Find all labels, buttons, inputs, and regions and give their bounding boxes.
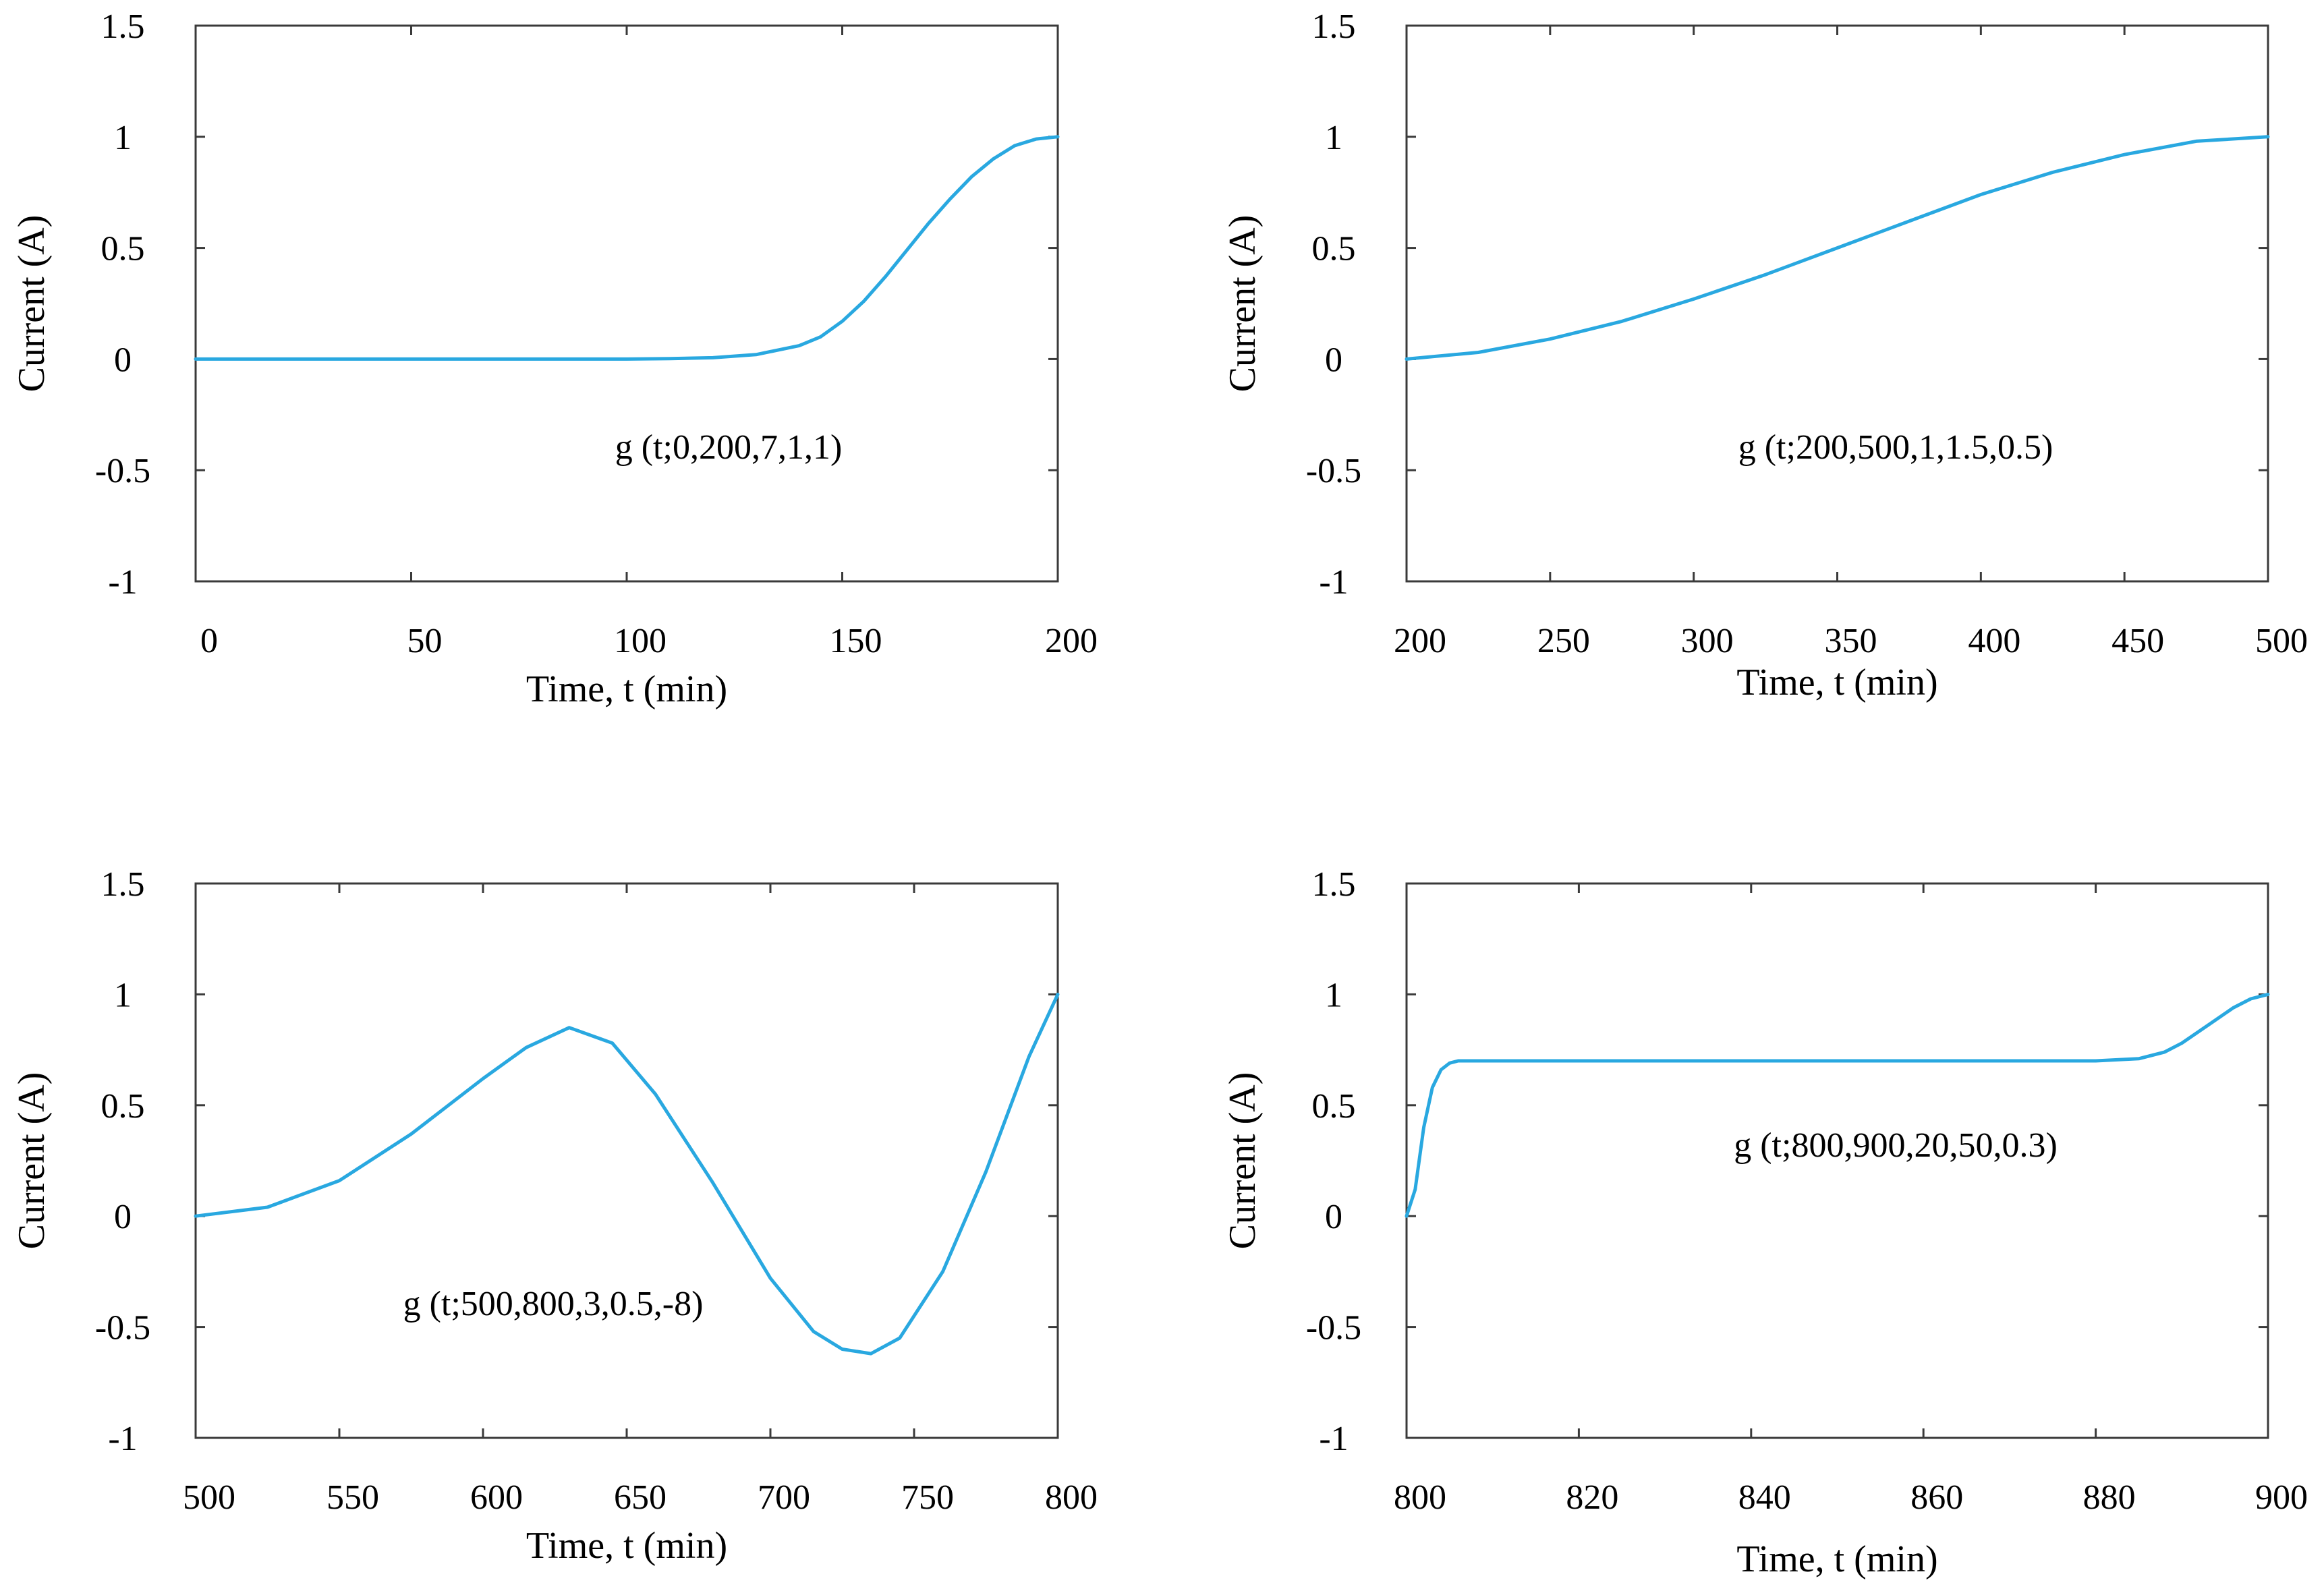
x-axis-label-2: Time, t (min) — [1736, 662, 1937, 703]
x-tick-label-2: 400 — [1968, 622, 2020, 660]
x-tick-label-4: 900 — [2255, 1478, 2308, 1517]
series-line-3 — [194, 992, 1060, 1356]
x-tick-label-3: 750 — [901, 1478, 954, 1517]
x-tick-label-1: 100 — [614, 622, 667, 660]
series-line-1 — [194, 135, 1060, 361]
y-axis-label-2: Current (A) — [1222, 215, 1264, 393]
y-tick-label-4: 1 — [1325, 976, 1342, 1014]
series-line-4 — [1405, 992, 2270, 1218]
y-tick-label-4: 0 — [1325, 1198, 1342, 1236]
y-tick-label-3: 0.5 — [101, 1087, 145, 1126]
y-tick-label-3: 1 — [114, 976, 132, 1014]
y-axis-label-3: Current (A) — [11, 1072, 53, 1250]
x-tick-label-3: 600 — [470, 1478, 523, 1517]
x-tick-label-3: 800 — [1045, 1478, 1098, 1517]
y-tick-label-2: 1.5 — [1312, 7, 1356, 46]
x-tick-label-1: 0 — [200, 622, 218, 660]
y-tick-label-3: -0.5 — [95, 1309, 150, 1347]
x-tick-label-3: 550 — [327, 1478, 379, 1517]
plot-frame-4 — [1405, 882, 2269, 1439]
x-axis-label-4: Time, t (min) — [1736, 1538, 1937, 1580]
plot-frame-3 — [194, 882, 1059, 1439]
x-tick-label-1: 50 — [407, 622, 443, 660]
x-tick-label-1: 200 — [1045, 622, 1098, 660]
y-tick-label-4: 1.5 — [1312, 865, 1356, 904]
x-tick-label-1: 150 — [830, 622, 882, 660]
x-tick-label-2: 250 — [1537, 622, 1590, 660]
x-tick-label-4: 860 — [1910, 1478, 1963, 1517]
y-tick-label-1: 1 — [114, 119, 132, 157]
y-tick-label-2: 0.5 — [1312, 230, 1356, 268]
y-tick-label-1: 0.5 — [101, 230, 145, 268]
y-tick-label-2: -0.5 — [1306, 452, 1361, 490]
y-axis-label-4: Current (A) — [1222, 1072, 1264, 1250]
annotation-2: g (t;200,500,1,1.5,0.5) — [1738, 428, 2053, 467]
x-tick-label-2: 500 — [2255, 622, 2308, 660]
x-tick-label-3: 700 — [758, 1478, 810, 1517]
y-tick-label-2: 1 — [1325, 119, 1342, 157]
x-tick-label-4: 820 — [1566, 1478, 1618, 1517]
x-tick-label-4: 840 — [1738, 1478, 1791, 1517]
y-tick-label-4: -1 — [1319, 1420, 1348, 1458]
y-tick-label-2: 0 — [1325, 341, 1342, 379]
plot-frame-1 — [194, 24, 1059, 583]
y-tick-label-1: -0.5 — [95, 452, 150, 490]
annotation-4: g (t;800,900,20,50,0.3) — [1734, 1126, 2058, 1165]
x-tick-label-4: 880 — [2083, 1478, 2136, 1517]
y-tick-label-1: 1.5 — [101, 7, 145, 46]
x-tick-label-4: 800 — [1394, 1478, 1446, 1517]
annotation-1: g (t;0,200,7,1,1) — [615, 428, 843, 467]
series-line-2 — [1405, 135, 2270, 361]
x-axis-label-3: Time, t (min) — [526, 1525, 727, 1567]
y-tick-label-4: -0.5 — [1306, 1309, 1361, 1347]
x-tick-label-3: 650 — [614, 1478, 667, 1517]
x-tick-label-2: 300 — [1681, 622, 1734, 660]
plot-frame-2 — [1405, 24, 2269, 583]
y-axis-label-1: Current (A) — [11, 215, 53, 393]
annotation-3: g (t;500,800,3,0.5,-8) — [403, 1285, 704, 1323]
x-tick-label-2: 350 — [1825, 622, 1877, 660]
y-tick-label-3: 1.5 — [101, 865, 145, 904]
x-axis-label-1: Time, t (min) — [526, 668, 727, 710]
x-tick-label-2: 200 — [1394, 622, 1446, 660]
y-tick-label-2: -1 — [1319, 563, 1348, 602]
x-tick-label-3: 500 — [183, 1478, 235, 1517]
x-tick-label-2: 450 — [2112, 622, 2164, 660]
y-tick-label-3: -1 — [108, 1420, 137, 1458]
y-tick-label-4: 0.5 — [1312, 1087, 1356, 1126]
y-tick-label-1: 0 — [114, 341, 132, 379]
y-tick-label-1: -1 — [108, 563, 137, 602]
y-tick-label-3: 0 — [114, 1198, 132, 1236]
